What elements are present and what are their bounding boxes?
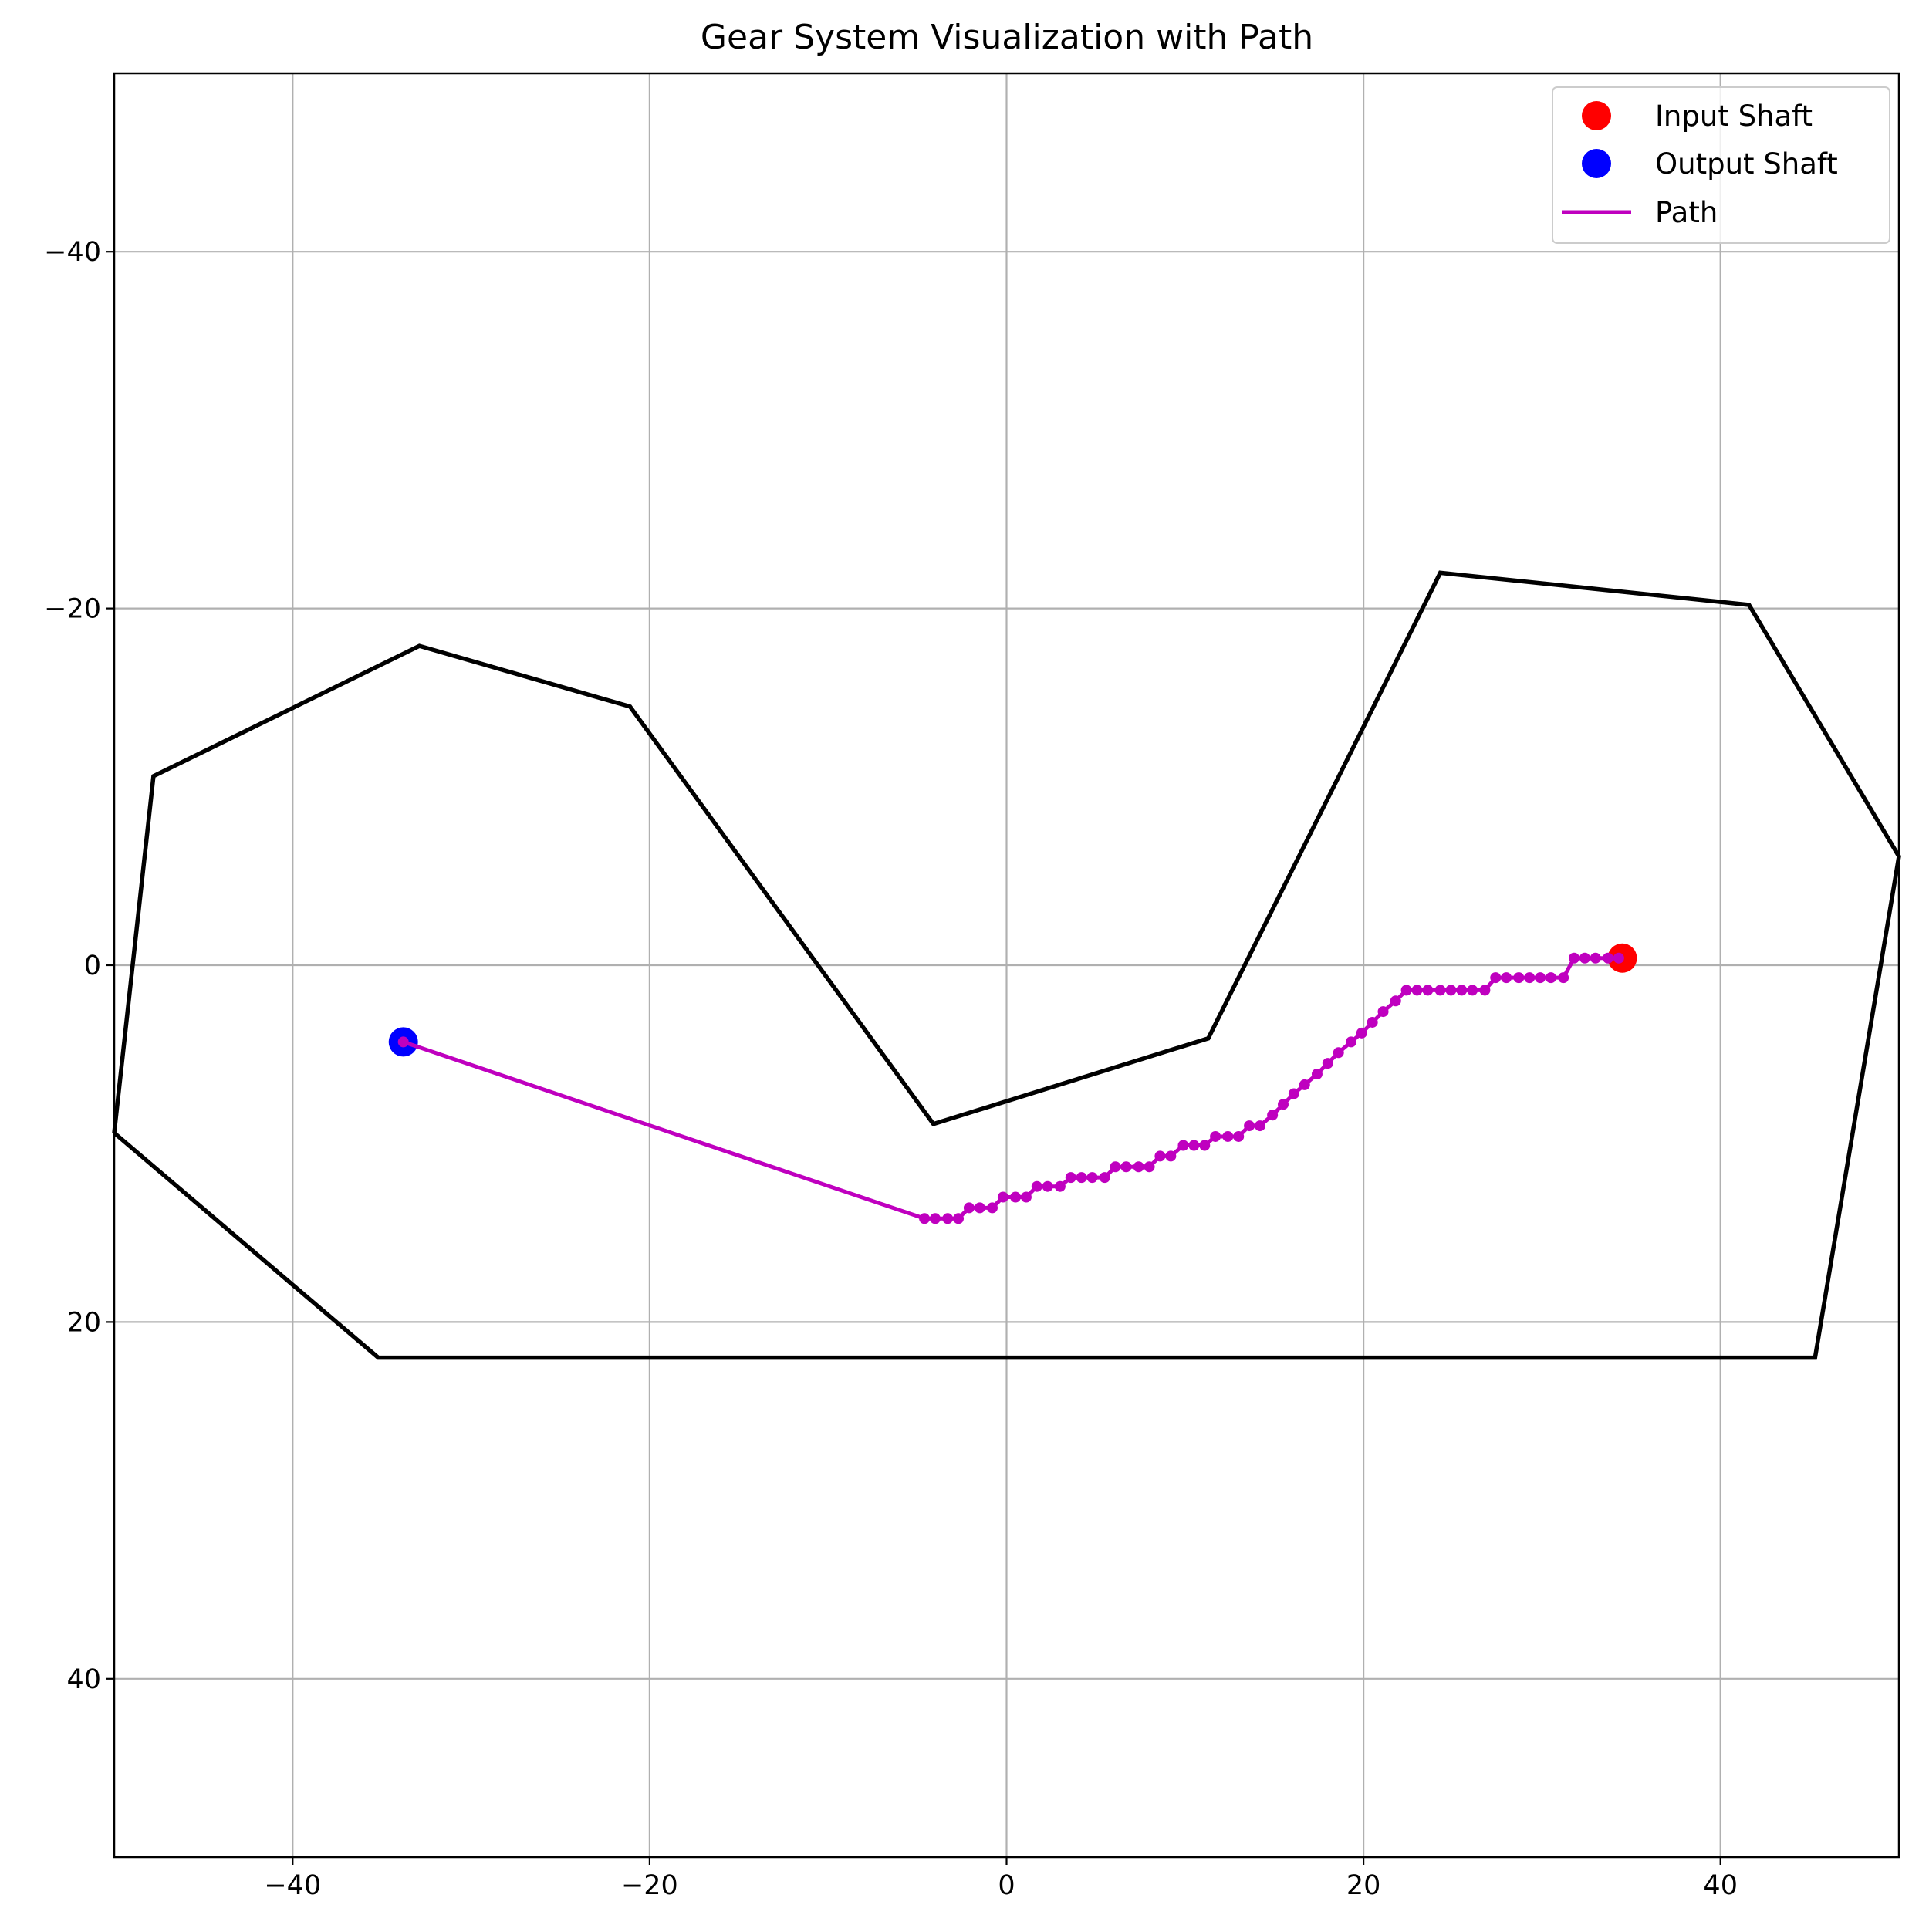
path-point xyxy=(1411,985,1423,996)
path-point xyxy=(942,1213,954,1224)
x-tick-label: −20 xyxy=(621,1870,678,1901)
y-tick-label: 0 xyxy=(84,951,101,981)
axis-ticks: −40 −20 0 20 40 −40 −20 0 20 40 xyxy=(44,237,1738,1901)
path-point xyxy=(1133,1161,1144,1173)
path-point xyxy=(1177,1140,1189,1151)
x-tick-label: 0 xyxy=(998,1870,1015,1901)
path-point xyxy=(1299,1079,1310,1090)
path-point xyxy=(1010,1191,1022,1203)
path-point xyxy=(1288,1088,1299,1099)
path-point xyxy=(1535,972,1546,984)
legend-label: Path xyxy=(1655,196,1718,229)
x-tick-label: 20 xyxy=(1346,1870,1381,1901)
path-point xyxy=(1120,1161,1132,1173)
path-point xyxy=(1165,1150,1177,1162)
path-point xyxy=(1545,972,1556,984)
path-point xyxy=(1254,1120,1265,1132)
legend-label: Input Shaft xyxy=(1655,100,1813,133)
path-point xyxy=(1602,952,1613,964)
x-tick-label: 40 xyxy=(1703,1870,1738,1901)
path-point xyxy=(1076,1172,1087,1184)
path-point xyxy=(1467,985,1478,996)
path-point xyxy=(397,1036,409,1048)
y-tick-label: −40 xyxy=(44,237,101,268)
legend-marker xyxy=(1582,149,1611,178)
path-point xyxy=(1558,972,1569,984)
path-point xyxy=(1210,1130,1221,1142)
path-point xyxy=(1154,1150,1166,1162)
chart-title: Gear System Visualization with Path xyxy=(701,18,1313,57)
path-point xyxy=(1422,985,1434,996)
series xyxy=(388,943,1637,1224)
path-point xyxy=(1031,1180,1042,1192)
grid xyxy=(114,73,1899,1857)
path-point xyxy=(1434,985,1446,996)
path-point xyxy=(1278,1099,1289,1110)
path-point xyxy=(929,1213,941,1224)
path-point xyxy=(1479,985,1491,996)
legend-marker xyxy=(1582,101,1611,130)
path-point xyxy=(1065,1172,1076,1184)
y-tick-label: 40 xyxy=(66,1664,101,1695)
path-point xyxy=(1086,1172,1098,1184)
path-point xyxy=(963,1202,975,1214)
path-point xyxy=(1356,1027,1367,1039)
path-point xyxy=(1054,1180,1066,1192)
path-point xyxy=(1199,1140,1211,1151)
path-point xyxy=(1377,1006,1389,1018)
path-point xyxy=(919,1213,931,1224)
path-point xyxy=(1042,1180,1053,1192)
path-point xyxy=(1524,972,1536,984)
path-point xyxy=(974,1202,985,1214)
legend-label: Output Shaft xyxy=(1655,147,1838,181)
path-point xyxy=(1267,1110,1279,1121)
path-point xyxy=(1020,1191,1032,1203)
path-point xyxy=(1099,1172,1110,1184)
path-point xyxy=(1345,1036,1356,1048)
path-point xyxy=(1322,1058,1333,1069)
path-point xyxy=(1569,952,1580,964)
path-point xyxy=(1613,952,1624,964)
gear-boundary xyxy=(112,570,1901,1360)
path-point xyxy=(1222,1130,1234,1142)
path-point xyxy=(1333,1047,1344,1059)
path-point xyxy=(1513,972,1525,984)
y-tick-label: −20 xyxy=(44,594,101,625)
x-tick-label: −40 xyxy=(264,1870,321,1901)
path-point xyxy=(1390,995,1401,1007)
path-point xyxy=(1188,1140,1200,1151)
boundary-line xyxy=(112,570,1901,1360)
path-point xyxy=(1456,985,1468,996)
path-point xyxy=(953,1213,965,1224)
path-point xyxy=(1311,1069,1323,1080)
path-point xyxy=(986,1202,998,1214)
path-point xyxy=(1579,952,1590,964)
path-point xyxy=(1367,1016,1378,1028)
path-point xyxy=(1490,972,1502,984)
path-point xyxy=(1233,1130,1245,1142)
path-point xyxy=(1110,1161,1121,1173)
path-point xyxy=(1501,972,1512,984)
path-point xyxy=(1244,1120,1255,1132)
path-point xyxy=(1445,985,1457,996)
path-point xyxy=(1590,952,1601,964)
y-tick-label: 20 xyxy=(66,1307,101,1338)
legend: Input Shaft Output Shaft Path xyxy=(1552,86,1890,244)
path-point xyxy=(1144,1161,1155,1173)
path-point xyxy=(1400,985,1412,996)
path-point xyxy=(997,1191,1008,1203)
legend-frame xyxy=(1552,86,1890,244)
